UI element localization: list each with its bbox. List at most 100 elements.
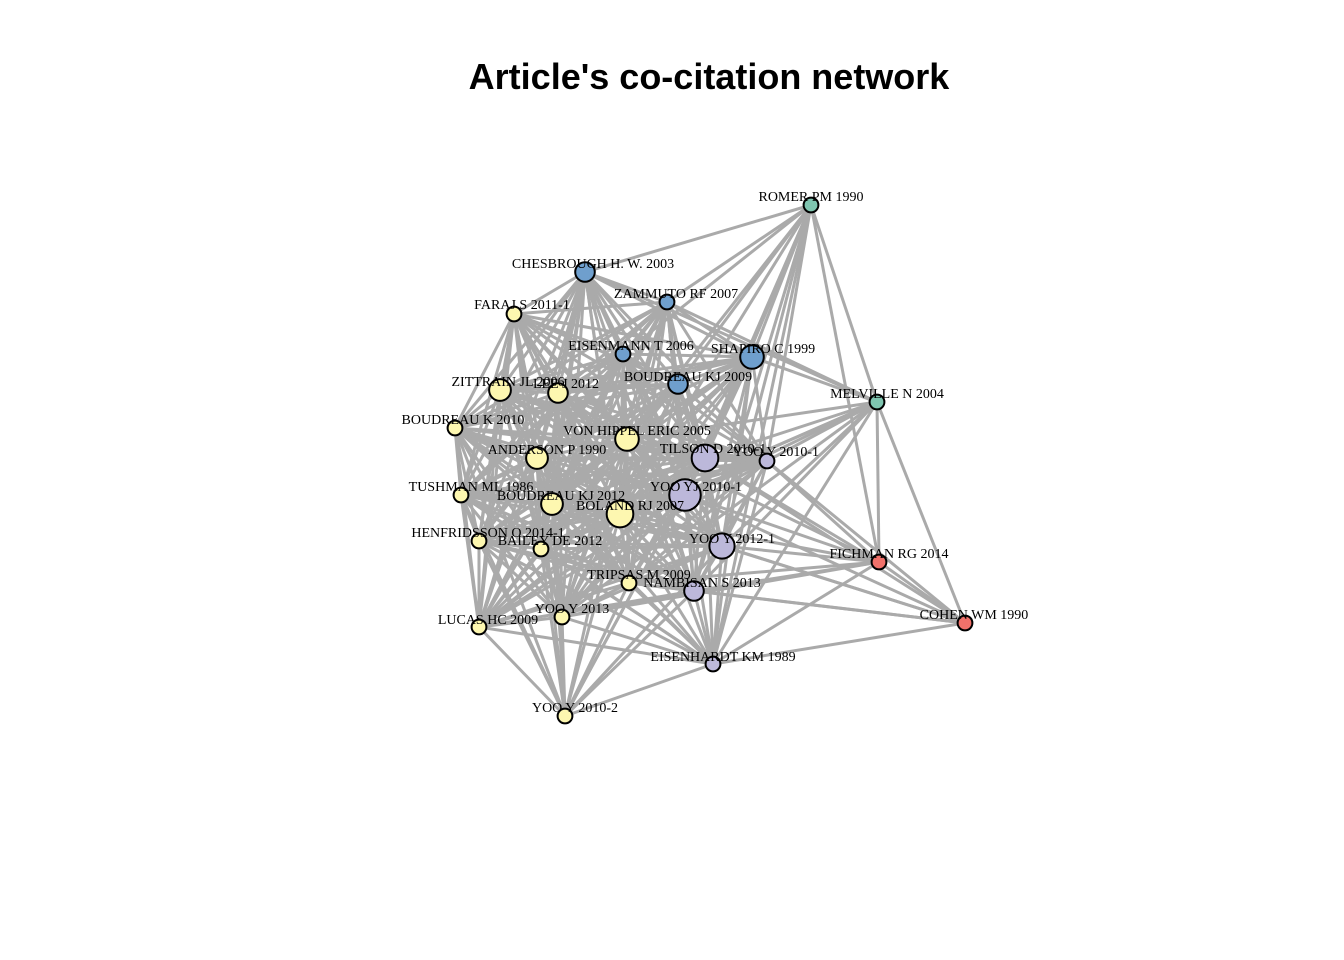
edge-romer-nambisan bbox=[692, 204, 813, 592]
edge-romer-zammuto bbox=[666, 203, 812, 304]
edge-cohen-yoo20101 bbox=[766, 459, 966, 625]
node-label-vonhippel: VON HIPPEL ERIC 2005 bbox=[563, 424, 711, 439]
edge-bailey-yoo20121 bbox=[540, 544, 723, 551]
edge-yoo20102-lucas bbox=[477, 625, 567, 718]
node-melville[interactable] bbox=[868, 393, 886, 411]
node-boudreau2009[interactable] bbox=[667, 373, 689, 395]
edge-eisenmann-shapiro bbox=[622, 352, 753, 359]
edge-yoo20102-tushman bbox=[459, 494, 567, 717]
edge-nambisan-lucas bbox=[478, 589, 695, 629]
node-label-tilson: TILSON D 2010-1 bbox=[660, 442, 767, 457]
edge-boudreau2012-lucas bbox=[477, 503, 554, 628]
edge-melville-shapiro bbox=[751, 355, 878, 404]
edge-shapiro-yoo20101 bbox=[750, 356, 769, 462]
node-nambisan[interactable] bbox=[683, 580, 705, 602]
node-cohen[interactable] bbox=[956, 614, 974, 632]
edge-romer-chesbrough bbox=[584, 203, 812, 274]
edge-yoo20102-nambisan bbox=[563, 589, 696, 718]
edge-melville-yoo20121 bbox=[720, 400, 879, 548]
node-yooyj[interactable] bbox=[668, 478, 702, 512]
node-label-yoo20102: YOO Y 2010-2 bbox=[532, 701, 618, 716]
edge-vonhippel-anderson bbox=[536, 437, 628, 460]
node-eisenmann[interactable] bbox=[614, 345, 632, 363]
network-labels: ROMER PM 1990 CHESBROUGH H. W. 2003 ZAMMUT… bbox=[402, 190, 1029, 716]
network-nodes bbox=[446, 196, 974, 725]
edge-melville-yoo20101 bbox=[766, 400, 878, 463]
node-label-chesbrough: CHESBROUGH H. W. 2003 bbox=[512, 257, 674, 272]
edge-eisenhardt-yoo20101 bbox=[711, 460, 769, 665]
edge-romer-vonhippel bbox=[625, 204, 813, 440]
edge-anderson-tushman bbox=[460, 456, 538, 497]
node-label-shapiro: SHAPIRO C 1999 bbox=[711, 342, 815, 357]
chart-title: Article's co-citation network bbox=[468, 56, 950, 97]
node-lee[interactable] bbox=[547, 382, 569, 404]
edge-cohen-eisenhardt bbox=[712, 621, 966, 666]
edge-fichman-yoo2013 bbox=[561, 560, 880, 619]
node-label-nambisan: NAMBISAN S 2013 bbox=[643, 576, 760, 591]
node-label-tushman: TUSHMAN ML 1986 bbox=[409, 480, 534, 495]
edge-yoo20102-boudreau2010 bbox=[453, 427, 567, 717]
edge-melville-cohen bbox=[875, 401, 967, 624]
edge-eisenhardt-henfridsson bbox=[478, 539, 714, 666]
edge-fichman-yoo20121 bbox=[721, 544, 880, 564]
edge-eisenhardt-anderson bbox=[535, 457, 715, 665]
node-yoo20101[interactable] bbox=[758, 452, 776, 470]
node-label-lee: LEE J 2012 bbox=[533, 377, 599, 392]
node-label-fichman: FICHMAN RG 2014 bbox=[829, 547, 948, 562]
edge-fichman-boland bbox=[619, 512, 880, 564]
node-label-faraj: FARAJ S 2011-1 bbox=[474, 298, 570, 313]
edge-faraj-boudreau2010 bbox=[453, 313, 516, 429]
edge-romer-melville bbox=[809, 204, 879, 403]
node-eisenhardt[interactable] bbox=[704, 655, 722, 673]
node-romer[interactable] bbox=[802, 196, 820, 214]
node-label-eisenmann: EISENMANN T 2006 bbox=[568, 339, 694, 354]
edge-zammuto-zittrain bbox=[499, 300, 668, 392]
node-label-romer: ROMER PM 1990 bbox=[758, 190, 863, 205]
node-yoo2013[interactable] bbox=[553, 608, 571, 626]
edge-yoo20102-eisenhardt bbox=[564, 662, 714, 718]
node-label-eisenhardt: EISENHARDT KM 1989 bbox=[650, 650, 795, 665]
edge-cohen-tilson bbox=[704, 456, 966, 625]
edge-zammuto-shapiro bbox=[666, 300, 753, 359]
node-shapiro[interactable] bbox=[739, 344, 765, 370]
network-edges bbox=[453, 203, 967, 718]
node-tushman[interactable] bbox=[452, 486, 470, 504]
node-zittrain[interactable] bbox=[488, 378, 512, 402]
node-chesbrough[interactable] bbox=[574, 261, 596, 283]
node-faraj[interactable] bbox=[505, 305, 523, 323]
edge-boudreau2012-henfridsson bbox=[478, 502, 553, 543]
edge-melville-bailey bbox=[540, 400, 878, 551]
edge-eisenhardt-tushman bbox=[460, 493, 714, 666]
node-boudreau2012[interactable] bbox=[540, 492, 564, 516]
node-lucas[interactable] bbox=[470, 618, 488, 636]
node-vonhippel[interactable] bbox=[614, 426, 640, 452]
node-boudreau2010[interactable] bbox=[446, 419, 464, 437]
node-henfridsson[interactable] bbox=[470, 532, 488, 550]
node-yoo20102[interactable] bbox=[556, 707, 574, 725]
node-tilson[interactable] bbox=[690, 443, 720, 473]
edge-tushman-lucas bbox=[459, 494, 481, 628]
edge-romer-tilson bbox=[703, 204, 813, 459]
node-label-bailey: BAILEY DE 2012 bbox=[498, 534, 602, 549]
edge-boland-henfridsson bbox=[478, 512, 621, 543]
edge-faraj-boudreau2009 bbox=[513, 312, 679, 386]
node-anderson[interactable] bbox=[525, 446, 549, 470]
edge-zammuto-faraj bbox=[513, 300, 668, 316]
node-yoo20121[interactable] bbox=[708, 532, 736, 560]
node-label-melville: MELVILLE N 2004 bbox=[830, 387, 944, 402]
edge-melville-vonhippel bbox=[626, 400, 878, 441]
edge-shapiro-boudreau2010 bbox=[454, 355, 753, 430]
edge-eisenhardt-shapiro bbox=[711, 356, 754, 665]
node-boland[interactable] bbox=[605, 499, 635, 529]
node-label-zittrain: ZITTRAIN JL 2006 bbox=[451, 375, 564, 390]
edge-melville-fichman bbox=[875, 401, 881, 563]
node-label-tripsas: TRIPSAS M 2009 bbox=[587, 568, 690, 583]
node-fichman[interactable] bbox=[870, 553, 888, 571]
node-tripsas[interactable] bbox=[620, 574, 638, 592]
node-label-zammuto: ZAMMUTO RF 2007 bbox=[614, 287, 738, 302]
edge-eisenhardt-vonhippel bbox=[625, 438, 715, 665]
edge-romer-fichman bbox=[809, 204, 881, 563]
node-bailey[interactable] bbox=[532, 540, 550, 558]
node-zammuto[interactable] bbox=[658, 293, 676, 311]
